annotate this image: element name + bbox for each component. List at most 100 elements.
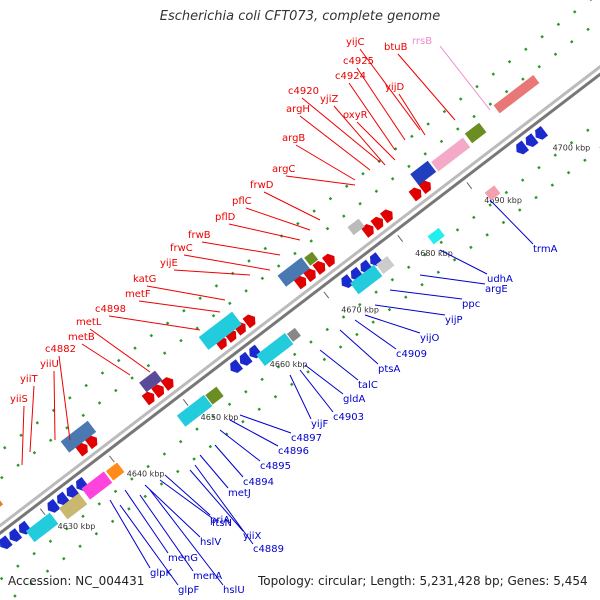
gene-label-yijF[interactable]: yijF (311, 419, 328, 430)
tick-label: 4640 kbp (127, 469, 165, 478)
gene-label-argB[interactable]: argB (282, 133, 305, 144)
gene-label-yijE[interactable]: yijE (160, 258, 178, 269)
gene-label-metJ[interactable]: metJ (228, 488, 251, 499)
forward-gene-arrow (408, 187, 422, 202)
leader-line (219, 429, 261, 462)
tick-mark (466, 182, 473, 190)
tick-label: 4630 kbp (58, 522, 96, 531)
gene-label-btuB[interactable]: btuB (384, 42, 408, 53)
gene-label-metB[interactable]: metB (68, 332, 95, 343)
leader-line (333, 105, 386, 166)
gene-label-glpK[interactable]: glpK (150, 568, 172, 579)
gene-label-argH[interactable]: argH (286, 104, 310, 115)
gene-label-frwC[interactable]: frwC (170, 243, 193, 254)
reverse-gene-block (376, 255, 395, 275)
leader-line (319, 349, 359, 381)
gene-label-c4898[interactable]: c4898 (95, 304, 126, 315)
leader-line (199, 454, 229, 489)
gene-label-c4897[interactable]: c4897 (291, 433, 322, 444)
gene-label-c4925[interactable]: c4925 (343, 56, 374, 67)
gene-label-ppc[interactable]: ppc (462, 299, 480, 310)
leader-line (109, 499, 151, 569)
gene-label-pflC[interactable]: pflC (232, 196, 252, 207)
backbone-upper (0, 64, 600, 528)
forward-gene-block (464, 122, 487, 144)
gene-label-argC[interactable]: argC (272, 164, 295, 175)
genome-summary: Topology: circular; Length: 5,231,428 bp… (258, 574, 588, 588)
forward-gene-block (493, 75, 540, 114)
gene-label-rrsB[interactable]: rrsB (412, 36, 432, 47)
leader-line (138, 300, 221, 313)
gene-label-gldA[interactable]: gldA (343, 394, 365, 405)
forward-gene-arrow (160, 377, 174, 391)
gene-label-c4894[interactable]: c4894 (243, 477, 274, 488)
reverse-gene-block (256, 332, 294, 366)
gene-label-katG[interactable]: katG (133, 274, 156, 285)
reverse-gene-block (58, 493, 88, 520)
gene-label-yijP[interactable]: yijP (445, 315, 463, 326)
gene-label-menA[interactable]: menA (193, 571, 222, 582)
gene-label-ftsN[interactable]: ftsN (212, 518, 232, 529)
gene-label-argE[interactable]: argE (485, 284, 508, 295)
gene-label-udhA[interactable]: udhA (487, 274, 513, 285)
gene-label-c4909[interactable]: c4909 (396, 349, 427, 360)
gene-label-yijO[interactable]: yijO (420, 333, 439, 344)
reverse-gene-block (105, 462, 125, 481)
gene-label-yiiX[interactable]: yiiX (243, 531, 261, 542)
reverse-gene-block (286, 327, 301, 342)
leader-line (301, 97, 381, 163)
gene-label-c4889[interactable]: c4889 (253, 544, 284, 555)
gene-label-c4903[interactable]: c4903 (333, 412, 364, 423)
tick-mark (397, 234, 404, 242)
tick-label: 4650 kbp (201, 413, 239, 422)
leader-line (108, 315, 201, 331)
gene-label-hslU[interactable]: hslU (223, 585, 245, 596)
leader-line (439, 249, 488, 275)
leader-line (139, 494, 194, 572)
gene-label-talC[interactable]: talC (358, 380, 378, 391)
gene-label-c4920[interactable]: c4920 (288, 86, 319, 97)
gene-label-priA[interactable]: priA (210, 515, 230, 526)
forward-gene-block (60, 420, 97, 453)
reverse-gene-arrow (341, 274, 355, 288)
forward-gene-arrow (302, 268, 316, 283)
rrna-gene-block (431, 137, 471, 172)
gene-label-menG[interactable]: menG (168, 553, 198, 564)
gene-label-c4895[interactable]: c4895 (260, 461, 291, 472)
leader-line (354, 319, 397, 350)
gene-label-yiiU[interactable]: yiiU (40, 359, 59, 370)
gene-label-c4896[interactable]: c4896 (278, 446, 309, 457)
leader-line (228, 223, 301, 241)
gene-label-frwD[interactable]: frwD (250, 180, 274, 191)
gene-label-metL[interactable]: metL (76, 317, 102, 328)
gene-label-pflD[interactable]: pflD (215, 212, 236, 223)
gene-label-oxyR[interactable]: oxyR (343, 110, 368, 121)
gene-label-ptsA[interactable]: ptsA (378, 364, 400, 375)
tick-label: 4670 kbp (341, 305, 379, 314)
gene-label-yiiT[interactable]: yiiT (20, 374, 38, 385)
gene-label-yiiS[interactable]: yiiS (10, 394, 28, 405)
leader-line (159, 479, 213, 519)
reverse-gene-block (484, 185, 501, 201)
leader-line (374, 304, 446, 316)
gene-label-frwB[interactable]: frwB (188, 230, 211, 241)
gene-label-hslV[interactable]: hslV (200, 537, 221, 548)
gene-label-c4882[interactable]: c4882 (45, 344, 76, 355)
gene-label-metF[interactable]: metF (125, 289, 151, 300)
gene-label-trmA[interactable]: trmA (533, 244, 558, 255)
leader-line (389, 289, 463, 300)
leader-line (21, 405, 25, 466)
gene-label-glpF[interactable]: glpF (178, 585, 199, 596)
leader-line (201, 241, 281, 256)
forward-gene-arrow (418, 180, 431, 195)
gene-label-c4924[interactable]: c4924 (335, 71, 366, 82)
gene-label-yjiZ[interactable]: yjiZ (320, 94, 338, 105)
tick-mark (109, 455, 115, 463)
leader-line (299, 369, 334, 413)
gene-label-yijD[interactable]: yijD (385, 82, 404, 93)
forward-gene-block (0, 494, 4, 510)
gene-label-yijC[interactable]: yijC (346, 37, 364, 48)
reverse-gene-arrow (239, 351, 253, 366)
leader-line (356, 67, 406, 141)
